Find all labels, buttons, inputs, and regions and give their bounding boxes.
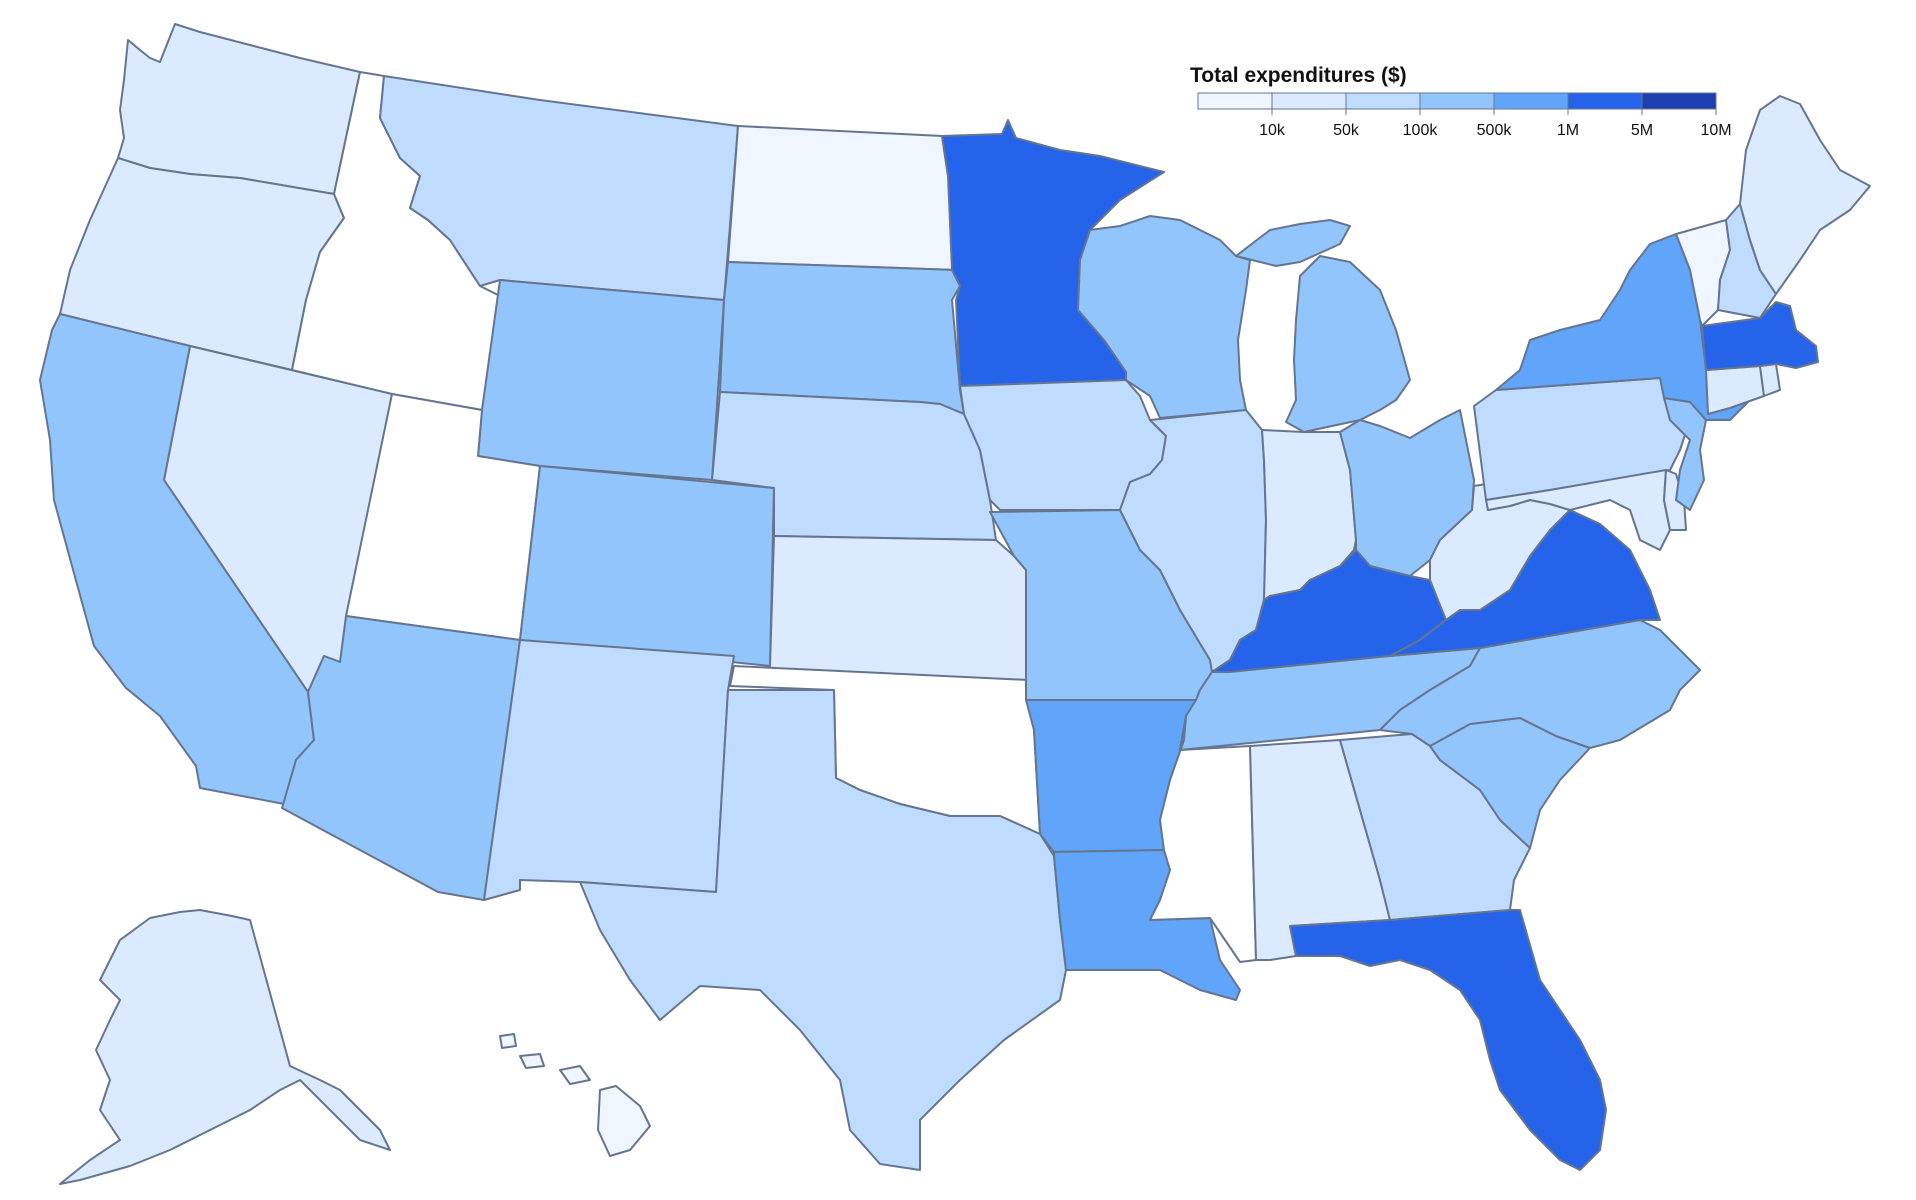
legend-title: Total expenditures ($): [1190, 64, 1407, 87]
state-hawaii[interactable]: [499, 1033, 651, 1157]
state-maine[interactable]: [1739, 95, 1871, 295]
legend-swatch: [1271, 92, 1347, 110]
state-south-dakota[interactable]: [719, 261, 965, 415]
state-florida[interactable]: [1289, 909, 1607, 1171]
state-california[interactable]: [39, 313, 315, 805]
state-alaska[interactable]: [59, 909, 391, 1185]
legend-tick-label: 50k: [1333, 122, 1360, 139]
legend-swatches: [1197, 92, 1717, 110]
state-colorado[interactable]: [519, 465, 775, 667]
legend-tick-label: 500k: [1477, 122, 1513, 139]
legend-swatch: [1345, 92, 1421, 110]
state-rhode-island[interactable]: [1759, 363, 1781, 397]
state-massachusetts[interactable]: [1701, 301, 1819, 371]
legend-swatch: [1641, 92, 1717, 110]
legend-ticks: 10k 50k 100k 500k 1M 5M 10M: [1259, 93, 1732, 139]
legend: Total expenditures ($) 10k 50k 100k 500k 1M 5…: [1190, 64, 1732, 139]
state-michigan[interactable]: [1235, 219, 1411, 433]
legend-swatch: [1419, 92, 1495, 110]
state-kansas[interactable]: [769, 535, 1029, 681]
legend-swatch: [1197, 92, 1273, 110]
legend-tick-label: 1M: [1557, 122, 1579, 139]
state-north-carolina[interactable]: [1379, 619, 1701, 749]
legend-tick-label: 10M: [1700, 122, 1731, 139]
legend-tick-label: 5M: [1631, 122, 1653, 139]
legend-tick-label: 10k: [1259, 122, 1286, 139]
states-layer: [39, 23, 1871, 1185]
state-wyoming[interactable]: [477, 279, 725, 481]
state-north-dakota[interactable]: [727, 125, 957, 271]
state-texas[interactable]: [579, 689, 1067, 1171]
legend-swatch: [1493, 92, 1569, 110]
state-connecticut[interactable]: [1705, 365, 1765, 415]
legend-swatch: [1567, 92, 1643, 110]
legend-tick-label: 100k: [1403, 122, 1439, 139]
state-wisconsin[interactable]: [1077, 215, 1251, 419]
state-new-mexico[interactable]: [483, 639, 735, 901]
